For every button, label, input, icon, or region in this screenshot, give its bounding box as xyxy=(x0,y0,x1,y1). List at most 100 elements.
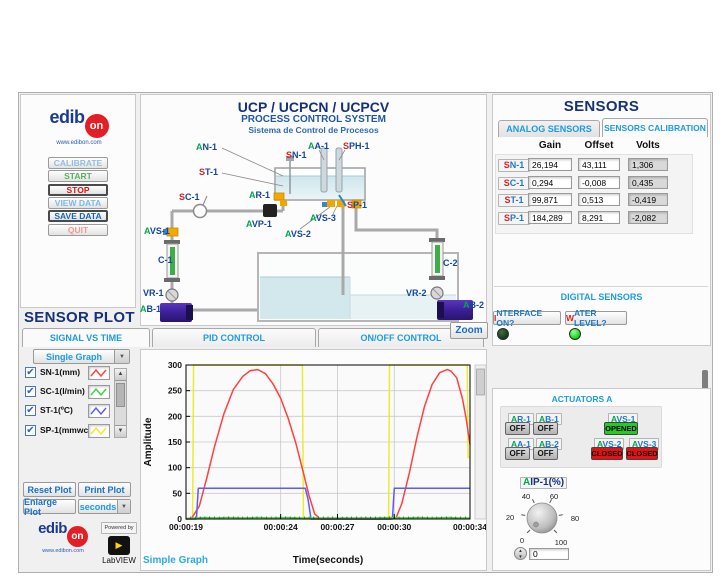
volts-value-n-1: 1,306 xyxy=(628,158,668,171)
actuator-switch-ab-2[interactable]: OFF xyxy=(533,447,558,460)
offset-input-t-1[interactable]: 0,513 xyxy=(578,193,620,206)
knob-aip1[interactable]: 0 20 40 60 80 100 xyxy=(498,488,588,547)
actuator-switch-ab-1[interactable]: OFF xyxy=(533,422,558,435)
offset-input-n-1[interactable]: 43,111 xyxy=(578,158,620,171)
tab-analog-label: ANALOG SENSORS xyxy=(506,124,592,134)
quit-button[interactable]: QUIT xyxy=(48,223,108,236)
svg-text:100: 100 xyxy=(168,463,182,473)
diagram-label-vr-2: VR-2 xyxy=(406,288,427,298)
svg-text:Amplitude: Amplitude xyxy=(143,417,154,466)
digital-sensor-interface: I NTERFACE ON? xyxy=(493,308,561,328)
valve-state-avs-2[interactable]: CLOSED xyxy=(591,447,623,460)
sensor-row-label: SN-1 xyxy=(498,159,530,172)
diagram-label-sn-1: SN-1 xyxy=(286,150,307,160)
knob-spinner[interactable]: ▲ ▼ xyxy=(514,547,527,560)
scroll-down-icon[interactable]: ▼ xyxy=(115,425,126,437)
svg-text:00:00:30: 00:00:30 xyxy=(377,522,411,532)
diagram-title: UCP / UCPCN / UCPCV xyxy=(237,99,390,115)
checkbox-sc-1[interactable]: ✔ xyxy=(25,386,36,398)
scroll-up-icon[interactable]: ▲ xyxy=(115,369,126,381)
valve-state-avs-1[interactable]: OPENED xyxy=(604,422,638,435)
gain-input-p-1[interactable]: 184,289 xyxy=(528,210,572,224)
diagram-label-avs-1: AVS-1 xyxy=(144,226,170,236)
actuator-switch-aa-1[interactable]: OFF xyxy=(505,447,530,460)
volts-value-c-1: 0,435 xyxy=(628,175,668,189)
knob-label-pre: A xyxy=(523,477,531,488)
diagram-label-an-1: AN-1 xyxy=(196,142,218,152)
edibon-logo-text: edib xyxy=(38,520,67,537)
svg-text:200: 200 xyxy=(168,411,182,421)
diagram-label-st-1: ST-1 xyxy=(199,167,219,177)
legend-label: SN-1(mm) xyxy=(40,367,81,377)
view-data-button[interactable]: VIEW DATA xyxy=(48,196,108,209)
svg-text:20: 20 xyxy=(506,513,514,522)
led-water-level-on xyxy=(569,328,581,340)
legend-linestyle[interactable] xyxy=(88,423,110,438)
print-plot-button[interactable]: Print Plot xyxy=(78,482,131,497)
diagram-label-sp-1: SP-1 xyxy=(347,200,368,210)
diagram-label-avp-1: AVP-1 xyxy=(246,219,272,229)
legend-label: SC-1(l/min) xyxy=(40,386,85,397)
offset-input-c-1[interactable]: -0,008 xyxy=(578,175,620,189)
actuator-switch-ar-1[interactable]: OFF xyxy=(505,422,530,435)
column-offset: Offset xyxy=(584,140,614,151)
time-unit-dropdown[interactable]: seconds ▼ xyxy=(78,499,131,514)
tab-sensors-calibration[interactable]: SENSORS CALIBRATION xyxy=(602,118,708,137)
diagram-label-c-2: C-2 xyxy=(443,258,458,268)
enlarge-plot-button[interactable]: Enlarge Plot xyxy=(23,497,76,517)
divider xyxy=(494,286,708,287)
legend-linestyle[interactable] xyxy=(88,404,110,419)
gain-input-c-1[interactable]: 0,294 xyxy=(528,175,572,189)
start-button[interactable]: START xyxy=(48,170,108,183)
labview-label: LabVIEW xyxy=(102,556,136,565)
sensor-row-label: SP-1 xyxy=(498,211,530,225)
gain-input-t-1[interactable]: 99,871 xyxy=(528,193,572,206)
volts-value-t-1: -0,419 xyxy=(628,193,668,206)
sensor-row-label: ST-1 xyxy=(498,194,530,207)
legend-scrollbar[interactable]: ▲ ▼ xyxy=(114,368,127,438)
diagram-label-ar-1: AR-1 xyxy=(249,190,271,200)
gain-input-n-1[interactable]: 26,194 xyxy=(528,158,572,171)
svg-text:50: 50 xyxy=(173,488,183,498)
diagram-label-ab-1: AB-1 xyxy=(140,304,162,314)
tab-analog-sensors[interactable]: ANALOG SENSORS xyxy=(498,120,600,137)
column-gain: Gain xyxy=(538,140,562,151)
legend-linestyle[interactable] xyxy=(88,385,110,400)
diagram-label-avs-3: AVS-3 xyxy=(310,213,336,223)
scrollbar-thumb[interactable] xyxy=(116,383,125,407)
graph-mode-dropdown[interactable]: Single Graph ▼ xyxy=(33,349,130,364)
scrollbar-thumb[interactable] xyxy=(702,370,708,396)
sensor-plot-title: SENSOR PLOT xyxy=(24,309,135,326)
calibrate-button[interactable]: CALIBRATE xyxy=(48,157,108,169)
digital-sensor-water-level: W ATER LEVEL? xyxy=(565,308,627,328)
labview-logo: Powered by ▶ LabVIEW xyxy=(98,516,140,565)
checkbox-st-1[interactable]: ✔ xyxy=(25,405,36,417)
checkbox-sn-1[interactable]: ✔ xyxy=(25,367,36,378)
knob-label-rest: IP-1(%) xyxy=(530,477,565,488)
powered-by-label: Powered by xyxy=(101,522,137,534)
knob-value-input[interactable]: 0 xyxy=(529,548,569,560)
tab-pid-control[interactable]: PID CONTROL xyxy=(152,328,316,347)
svg-text:0: 0 xyxy=(177,514,182,524)
tab-signal-vs-time[interactable]: SIGNAL VS TIME xyxy=(22,328,150,347)
diagram-label-sc-1: SC-1 xyxy=(179,192,200,202)
legend-linestyle[interactable] xyxy=(88,366,110,380)
actuators-title: ACTUATORS A xyxy=(551,394,613,404)
zoom-button[interactable]: Zoom xyxy=(450,322,488,339)
valve-state-avs-3[interactable]: CLOSED xyxy=(626,447,658,460)
save-data-button[interactable]: SAVE DATA xyxy=(48,210,108,223)
waveform-chart[interactable]: 0 50 100 150 200 250 300 00:00:19 00:00:24 00:00:… xyxy=(141,351,487,570)
stop-button[interactable]: STOP xyxy=(48,183,108,196)
offset-input-p-1[interactable]: 8,291 xyxy=(578,210,620,224)
tab-pid-label: PID CONTROL xyxy=(203,333,265,343)
reset-plot-button[interactable]: Reset Plot xyxy=(23,482,76,497)
checkbox-sp-1[interactable]: ✔ xyxy=(25,424,36,436)
svg-text:250: 250 xyxy=(168,386,182,396)
edibon-logo: edib on www.edibon.com xyxy=(21,107,137,146)
legend-label: ST-1(ºC) xyxy=(40,405,73,416)
led-interface-off xyxy=(497,328,509,340)
sensors-title: SENSORS xyxy=(563,98,640,115)
tab-onoff-label: ON/OFF CONTROL xyxy=(360,333,442,343)
svg-text:00:00:34: 00:00:34 xyxy=(453,522,486,532)
